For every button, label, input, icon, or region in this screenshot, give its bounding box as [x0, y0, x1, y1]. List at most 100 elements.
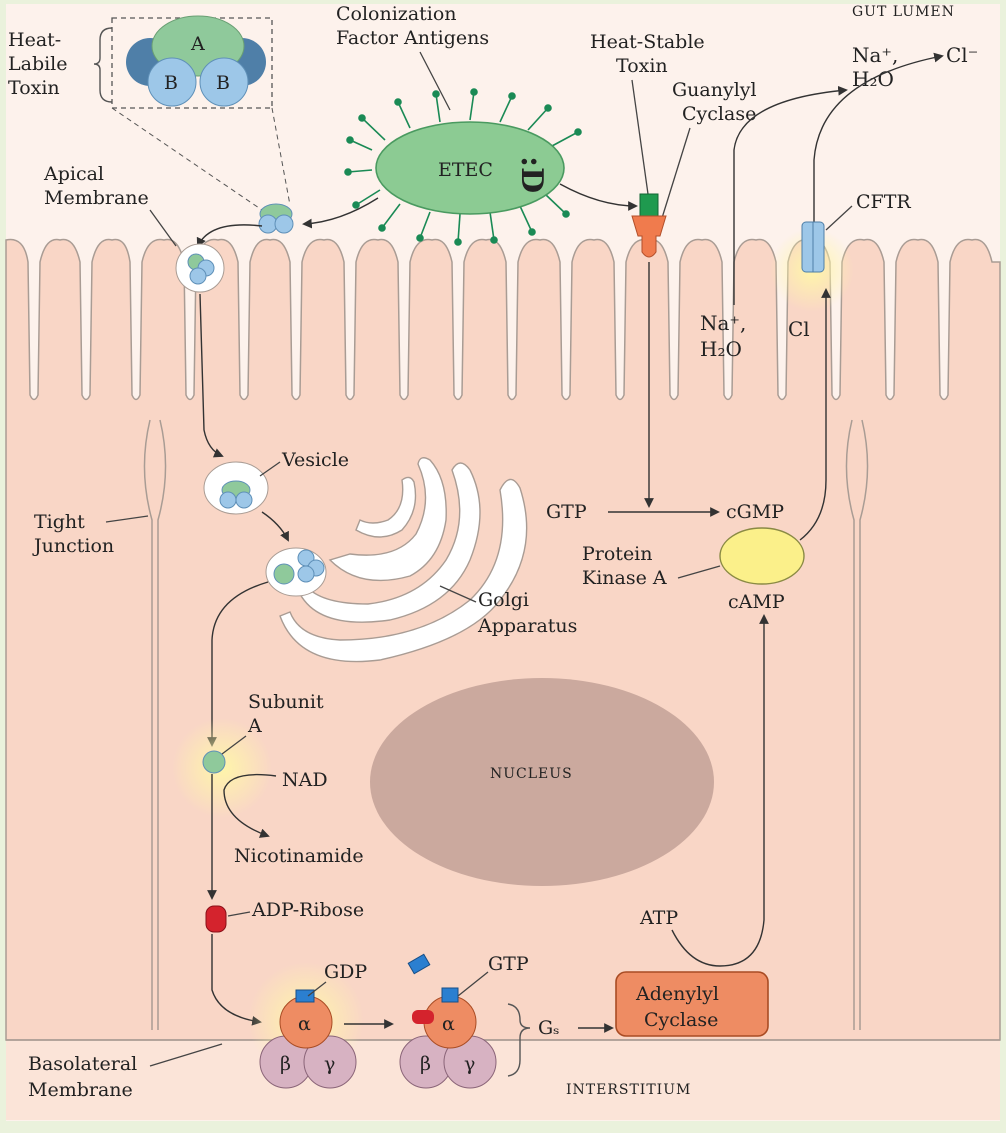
heat-stable-toxin	[639, 193, 659, 217]
guanylyl-cyclase	[631, 215, 667, 258]
interstitium-label: INTERSTITIUM	[566, 1082, 691, 1098]
heat-labile-bracket	[93, 27, 113, 103]
etec-smiley: :D	[514, 156, 549, 193]
arrow-pka-to-cftr	[799, 288, 831, 541]
golgi-subunit-b	[297, 549, 325, 583]
etec-body	[375, 121, 565, 215]
guanylyl-pointer	[661, 127, 691, 219]
pka-label-2: Kinase A	[582, 567, 667, 589]
arrow-etec-to-lt	[302, 197, 379, 229]
gtp-top-label: GTP	[546, 501, 587, 523]
na-cell-label: Na⁺,	[700, 311, 746, 335]
nicotinamide-label: Nicotinamide	[234, 845, 364, 867]
lateral-membrane-left	[143, 419, 153, 1030]
pka-label-1: Protein	[582, 543, 653, 565]
arrow-subunit-a-down	[207, 581, 269, 747]
apical-label-1: Apical	[43, 163, 104, 185]
etec-label: ETEC	[438, 159, 493, 181]
guanylyl-label-1: Guanylyl	[672, 79, 757, 101]
arrow-cl-out	[813, 52, 944, 222]
lateral-membrane-right-b	[859, 419, 869, 1030]
nucleus	[370, 678, 714, 886]
cgmp-label: cGMP	[726, 501, 784, 523]
protein-kinase-a	[719, 527, 805, 585]
arrow-endocytosis	[196, 224, 263, 248]
gtp-pointer	[457, 971, 489, 997]
subunit-a-letter: A	[190, 33, 205, 55]
interstitium-band	[6, 1040, 1000, 1120]
alpha-label-1: α	[298, 1013, 311, 1035]
subunit-b-letter-left: B	[164, 72, 178, 94]
gamma-subunit-1	[303, 1035, 357, 1089]
lateral-membrane-left-b	[157, 419, 167, 1030]
tight-label-2: Junction	[32, 535, 114, 557]
arrow-na-h2o-out	[733, 85, 848, 305]
gdp-label: GDP	[324, 961, 367, 983]
gut-lumen-label: GUT LUMEN	[852, 4, 955, 20]
released-gdp	[407, 953, 431, 975]
tight-label-1: Tight	[34, 511, 85, 533]
golgi-apparatus	[279, 457, 528, 663]
adp-ribose-label: ADP-Ribose	[251, 899, 364, 921]
gdp-molecule	[295, 989, 315, 1003]
heat-labile-label-2: Labile	[8, 53, 68, 75]
colonization-label-2: Factor Antigens	[336, 27, 489, 49]
adp-ribose-on-alpha	[412, 1010, 434, 1024]
basolateral-pointer	[149, 1043, 223, 1067]
na-lumen-label: Na⁺,	[852, 43, 898, 67]
h2o-cell-label: H₂O	[700, 337, 742, 361]
cftr-pointer	[825, 205, 853, 231]
arrow-to-golgi	[261, 511, 289, 542]
apical-pointer	[149, 209, 177, 247]
epithelial-cells	[5, 238, 1001, 1041]
pka-pointer	[677, 565, 721, 579]
free-subunit-a	[202, 750, 226, 774]
heat-stable-label-1: Heat-Stable	[590, 31, 705, 53]
subunit-label-1: Subunit	[248, 691, 324, 713]
vesicle-pointer	[259, 461, 281, 477]
etec-bacterium	[344, 88, 582, 246]
gtp-molecule	[441, 987, 459, 1003]
golgi-pointer	[439, 585, 477, 603]
colonization-pointer	[419, 51, 451, 111]
endocytic-toxin	[187, 253, 215, 285]
basolateral-label-1: Basolateral	[28, 1053, 137, 1075]
arrow-nad-nicotinamide	[223, 773, 277, 838]
adenylyl-cyclase	[615, 971, 769, 1037]
nucleus-label: NUCLEUS	[490, 766, 573, 782]
arrow-vesicle-down	[199, 293, 224, 458]
cl-lumen-label: Cl⁻	[946, 43, 978, 67]
toxin-on-membrane	[258, 203, 294, 234]
subunit-b-letter-right: B	[216, 72, 230, 94]
gamma-label-1: γ	[324, 1053, 335, 1075]
adenylyl-label-1: Adenylyl	[635, 983, 719, 1005]
beta-label-2: β	[420, 1053, 431, 1075]
heat-labile-label-1: Heat-	[8, 29, 61, 51]
lateral-membrane-right	[845, 419, 855, 1030]
atp-label: ATP	[639, 907, 678, 929]
nad-label: NAD	[282, 769, 328, 791]
basolateral-label-2: Membrane	[28, 1079, 133, 1101]
gtp-bottom-label: GTP	[488, 953, 529, 975]
heat-labile-label-3: Toxin	[8, 77, 60, 99]
golgi-subunit-a	[273, 563, 295, 585]
tight-pointer	[105, 515, 149, 523]
cl-cell-label: Cl	[788, 317, 810, 341]
vesicle-label: Vesicle	[281, 449, 349, 471]
cftr-label: CFTR	[856, 191, 911, 213]
adenylyl-label-2: Cyclase	[644, 1009, 718, 1031]
subunit-pointer	[221, 735, 247, 755]
arrow-etec-to-st	[559, 183, 638, 211]
heat-stable-pointer	[631, 79, 649, 195]
inset-guide-right	[271, 107, 291, 206]
gamma-label-2: γ	[464, 1053, 475, 1075]
subunit-label-2: A	[247, 715, 262, 737]
camp-label: cAMP	[728, 591, 785, 613]
golgi-label-1: Golgi	[478, 589, 529, 611]
alpha-label-2: α	[442, 1013, 455, 1035]
adp-ribose	[205, 905, 227, 933]
toxin-inset-box	[111, 17, 273, 109]
gs-label: Gₛ	[538, 1017, 560, 1039]
